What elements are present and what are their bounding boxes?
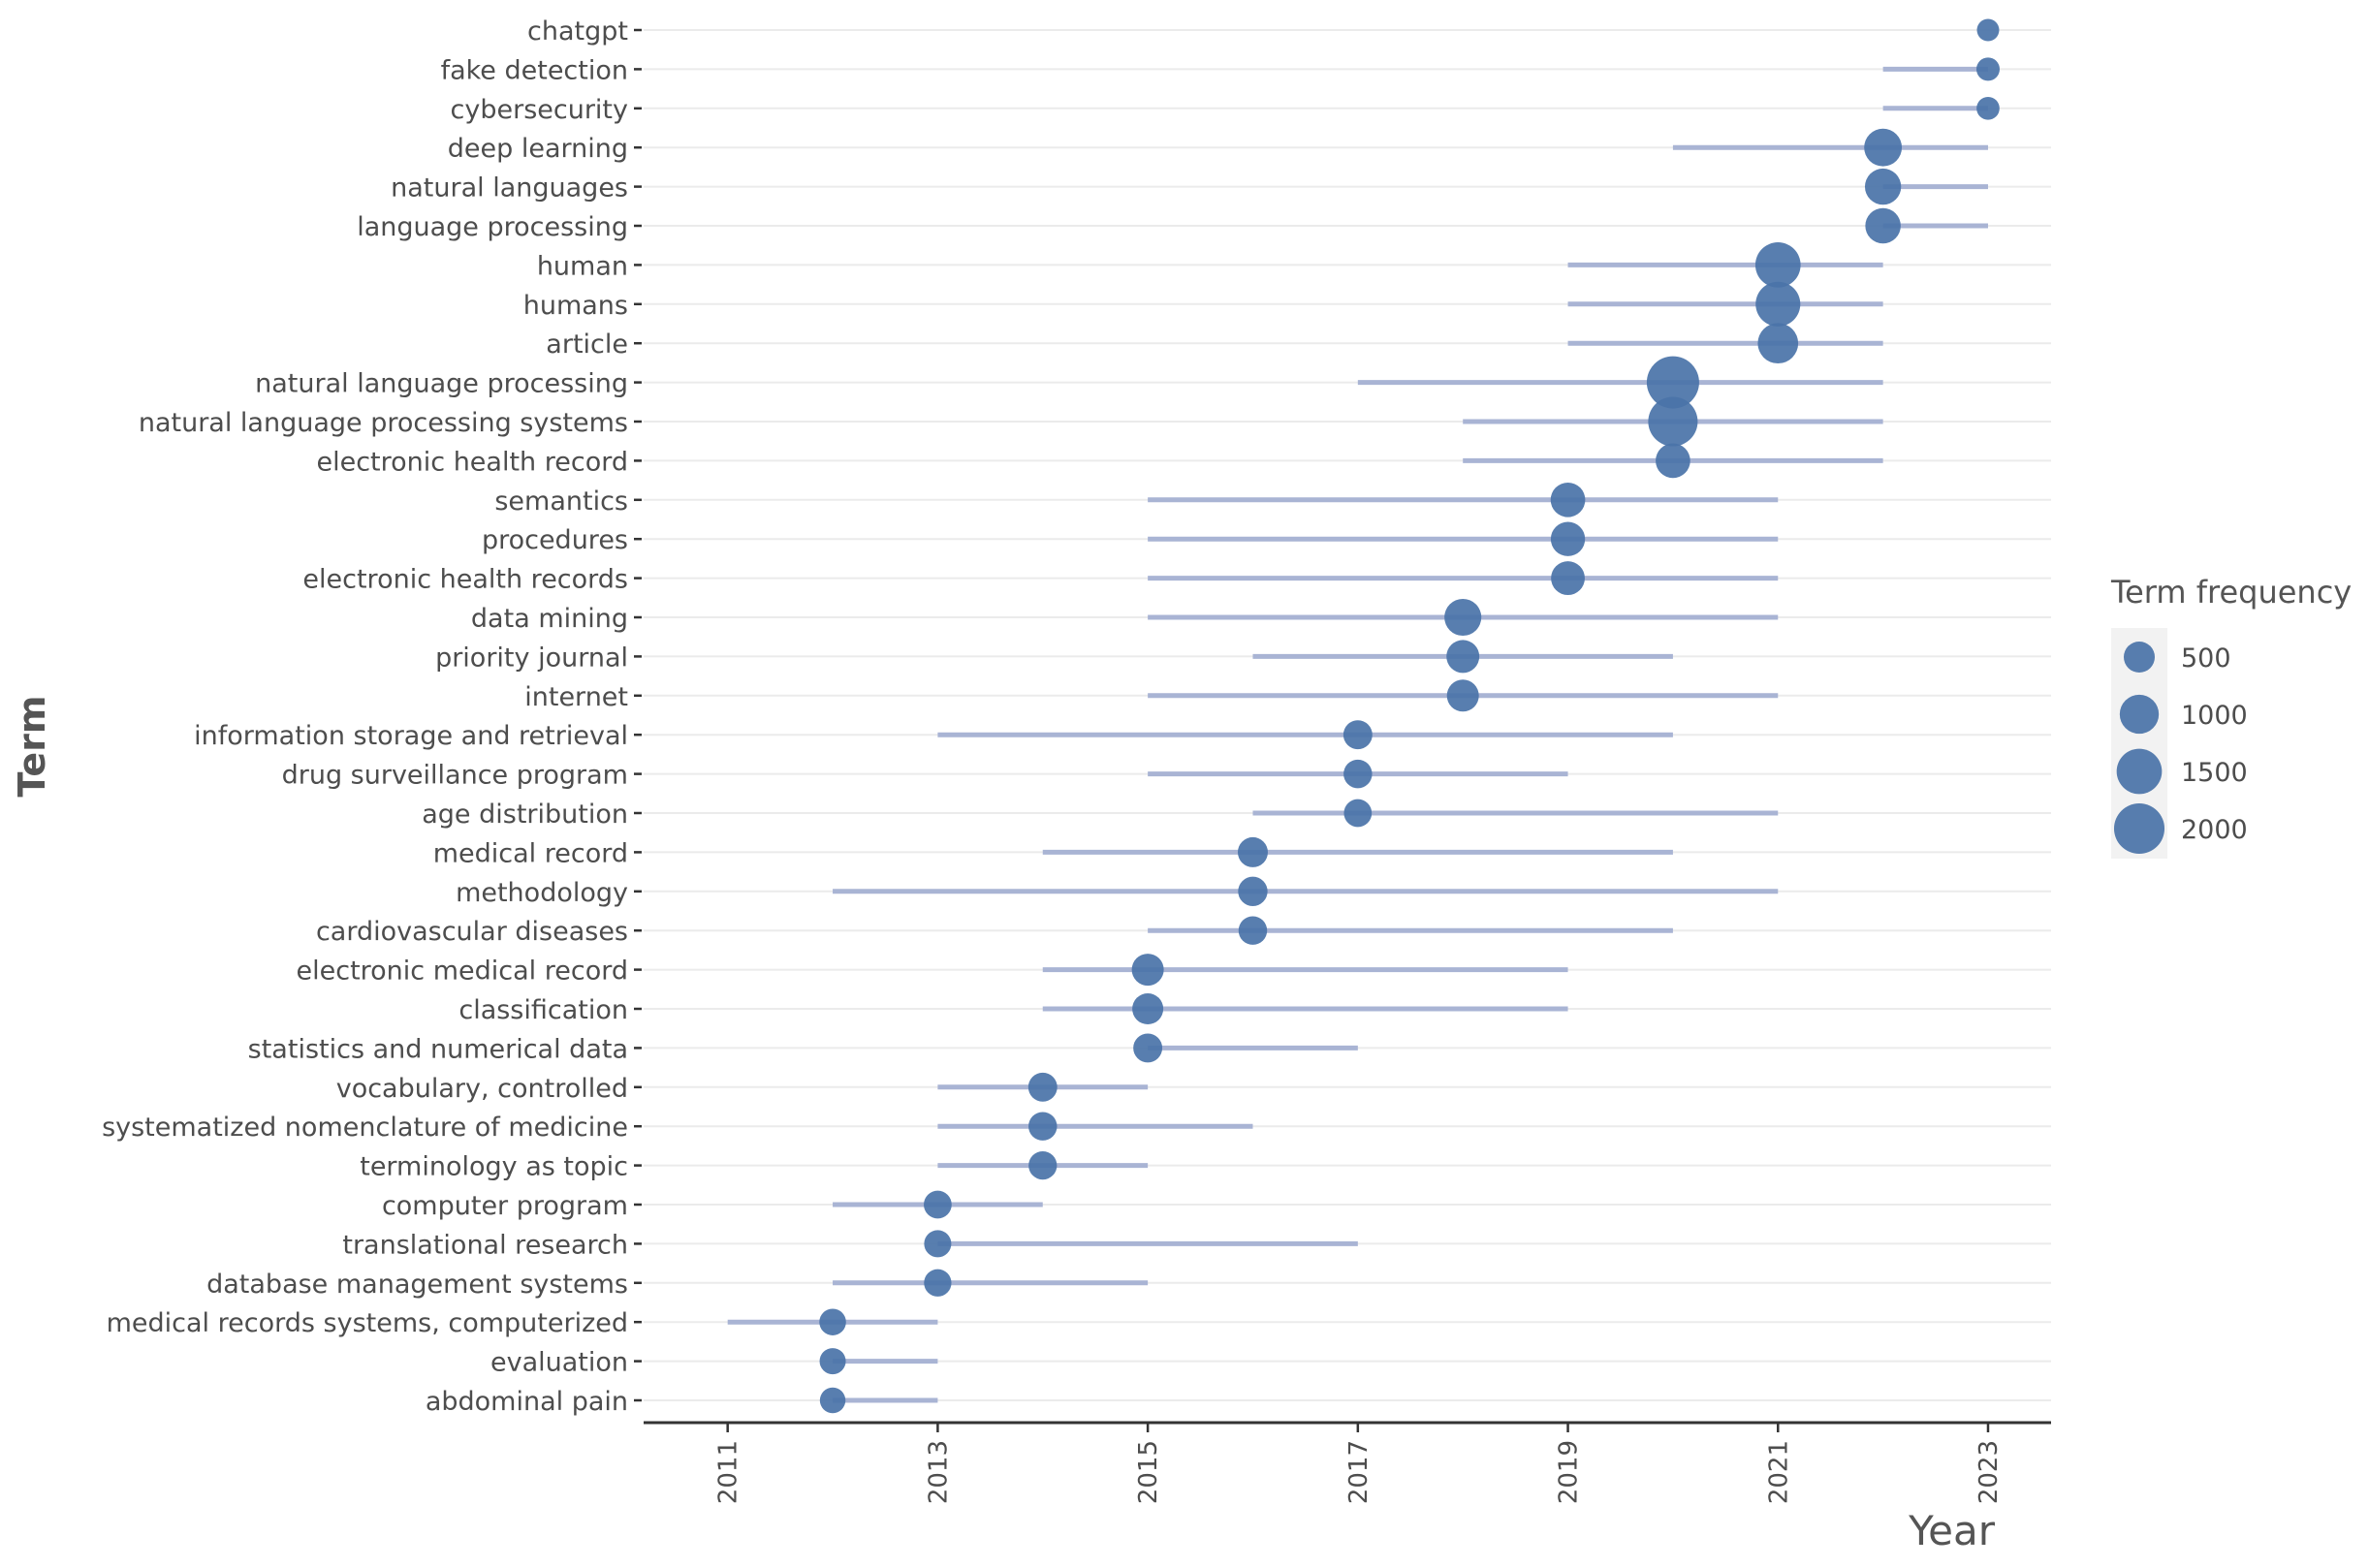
y-tick-label: procedures — [482, 525, 628, 555]
legend-size-key — [2113, 802, 2165, 855]
y-tick-label: evaluation — [490, 1348, 628, 1378]
y-tick-label: information storage and retrieval — [194, 721, 628, 751]
median-point — [1975, 57, 2000, 81]
y-tick-label: electronic health record — [316, 447, 628, 477]
x-tick-label: 2021 — [1764, 1440, 1793, 1504]
y-tick-label: semantics — [494, 486, 628, 517]
y-tick-label: data mining — [471, 604, 628, 634]
legend-label: 2000 — [2181, 815, 2248, 845]
median-point — [819, 1348, 846, 1375]
median-point — [1131, 954, 1164, 987]
median-point — [1342, 720, 1373, 750]
y-tick-label: internet — [524, 682, 628, 712]
y-tick-label: humans — [523, 291, 628, 321]
y-tick-label: medical records systems, computerized — [107, 1308, 628, 1338]
y-tick-label: translational research — [342, 1230, 628, 1260]
y-tick-label: methodology — [456, 878, 628, 908]
median-point — [1343, 759, 1373, 789]
median-point — [1864, 168, 1902, 205]
median-point — [1028, 1112, 1058, 1141]
y-tick-label: terminology as topic — [360, 1152, 628, 1182]
legend: Term frequency 500 1000 1500 2000 — [2110, 574, 2352, 859]
median-point — [1646, 356, 1699, 409]
y-tick-label: database management systems — [206, 1270, 628, 1300]
median-point — [1976, 18, 2000, 42]
year-range-segments — [727, 66, 1988, 1403]
legend-label: 1500 — [2181, 758, 2248, 788]
median-point — [924, 1269, 952, 1297]
y-tick-label: cardiovascular diseases — [316, 917, 628, 947]
median-point — [1444, 598, 1482, 637]
median-point — [1755, 281, 1801, 327]
y-tick-label: electronic medical record — [297, 956, 629, 987]
y-tick-label: medical record — [433, 838, 628, 868]
median-point — [924, 1190, 952, 1219]
y-tick-label: classification — [458, 995, 628, 1025]
y-tick-label: drug surveillance program — [282, 761, 628, 791]
y-tick-label: computer program — [382, 1191, 628, 1221]
median-point — [1446, 679, 1479, 712]
x-tick-label: 2017 — [1344, 1440, 1374, 1504]
legend-label: 500 — [2181, 643, 2231, 674]
median-point — [1132, 992, 1164, 1025]
y-tick-label: article — [546, 329, 628, 360]
median-point — [1865, 207, 1901, 244]
median-point — [924, 1230, 952, 1258]
y-tick-label: natural language processing — [255, 369, 628, 399]
y-tick-label: abdominal pain — [426, 1387, 628, 1417]
legend-label: 1000 — [2181, 701, 2248, 731]
median-point — [1757, 323, 1799, 364]
x-axis: 2011 2013 2015 2017 2019 2021 2023 — [644, 1421, 2051, 1504]
median-point — [819, 1387, 846, 1414]
y-tick-label: deep learning — [448, 134, 628, 164]
x-tick-label: 2011 — [714, 1440, 743, 1504]
median-point — [1237, 836, 1268, 867]
x-tick-label: 2019 — [1555, 1440, 1584, 1504]
median-year-points — [819, 18, 2000, 1414]
legend-size-key — [2119, 694, 2160, 735]
median-point — [1446, 640, 1480, 674]
y-tick-label: electronic health records — [302, 565, 628, 595]
median-point — [1656, 443, 1690, 479]
median-point — [1648, 396, 1698, 447]
x-tick-label: 2015 — [1134, 1440, 1163, 1504]
median-point — [819, 1308, 846, 1335]
y-tick-label: chatgpt — [527, 16, 628, 47]
legend-size-key — [2123, 641, 2156, 674]
x-axis-title: Year — [1908, 1507, 1996, 1554]
median-point — [1238, 876, 1268, 906]
y-tick-label: natural languages — [391, 173, 628, 204]
y-tick-label: systematized nomenclature of medicine — [102, 1113, 628, 1143]
median-point — [1550, 482, 1586, 517]
y-tick-label: priority journal — [435, 643, 628, 673]
y-axis-title: Term — [11, 696, 53, 798]
y-tick-label: statistics and numerical data — [248, 1034, 628, 1064]
y-tick-label: fake detection — [441, 55, 628, 85]
y-tick-label: natural language processing systems — [139, 408, 628, 438]
median-point — [1864, 128, 1903, 167]
median-point — [1343, 799, 1373, 828]
median-point — [1027, 1072, 1058, 1102]
median-point — [1550, 521, 1586, 556]
y-tick-label: vocabulary, controlled — [336, 1074, 628, 1104]
y-axis: chatgpt fake detection cybersecurity deep l… — [102, 16, 642, 1417]
median-point — [1976, 96, 2000, 120]
median-point — [1133, 1033, 1163, 1063]
x-tick-label: 2023 — [1974, 1440, 2004, 1504]
legend-size-key — [2116, 748, 2163, 795]
median-point — [1754, 242, 1801, 288]
legend-entries: 500 1000 1500 2000 — [2113, 641, 2248, 855]
y-tick-label: cybersecurity — [451, 95, 628, 125]
median-point — [1238, 916, 1268, 945]
median-point — [1551, 561, 1585, 596]
y-tick-label: language processing — [357, 212, 628, 242]
median-point — [1028, 1150, 1058, 1180]
legend-title: Term frequency — [2110, 574, 2352, 611]
x-tick-label: 2013 — [924, 1440, 953, 1504]
y-tick-label: age distribution — [422, 800, 628, 830]
y-tick-label: human — [537, 251, 628, 281]
